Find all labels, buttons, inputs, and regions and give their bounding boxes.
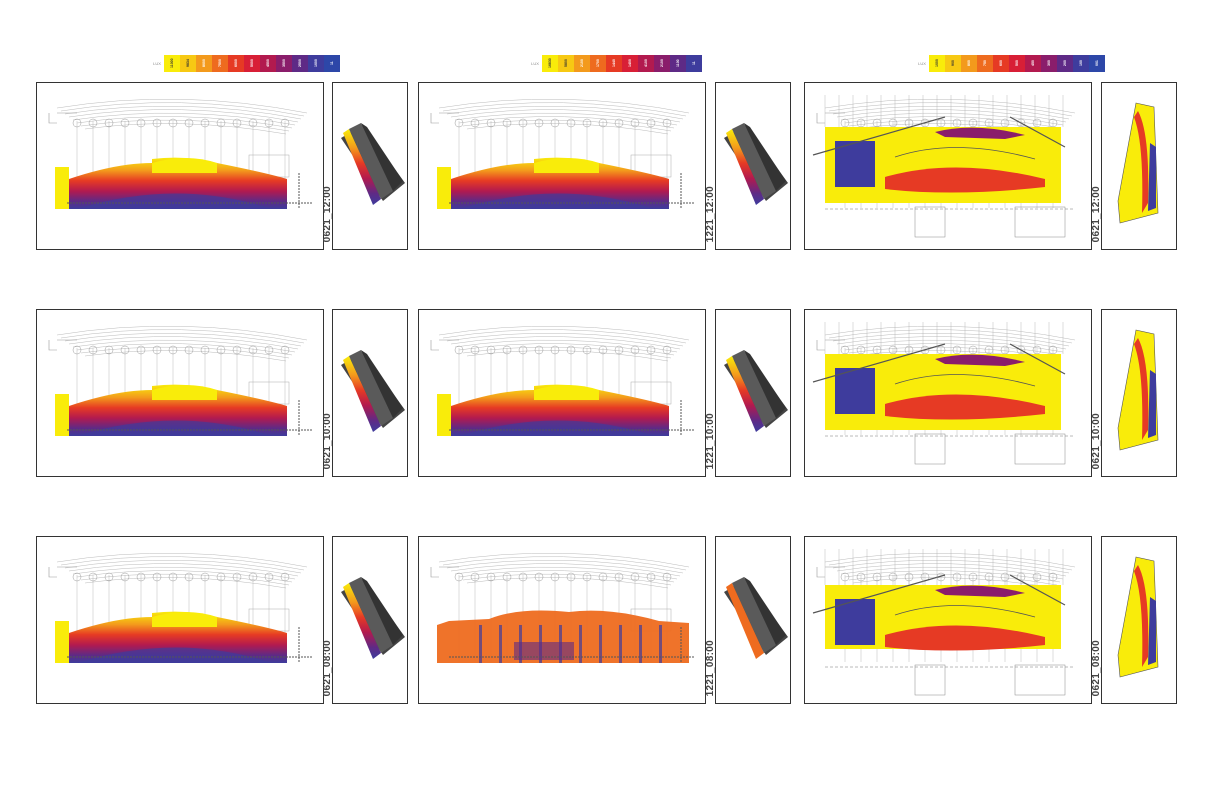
legend-swatches: 16830 5800 2100 1700 1440 1400 4100 2100 1100 11	[542, 55, 702, 72]
illuminance-plan	[36, 536, 324, 704]
legend-swatch: 2500	[292, 55, 308, 72]
legend-swatch: 1440	[606, 55, 622, 72]
illuminance-plan	[36, 82, 324, 250]
illuminance-plan	[418, 536, 706, 704]
building-axonometric	[715, 82, 791, 250]
legend-swatch: 16830	[542, 55, 558, 72]
legend-swatch: 300	[1041, 55, 1057, 72]
building-axonometric	[332, 82, 408, 250]
legend-swatch: 450	[1025, 55, 1041, 72]
legend-swatch: 2100	[574, 55, 590, 72]
legend-swatch: 4100	[638, 55, 654, 72]
building-axonometric	[1101, 536, 1177, 704]
illuminance-plan	[804, 309, 1092, 477]
legend-unit-label: LUX	[918, 61, 926, 66]
legend-swatch: 11	[686, 55, 702, 72]
legend-swatch: 750	[977, 55, 993, 72]
legend-unit-label: LUX	[153, 61, 161, 66]
legend-swatch: 11000	[164, 55, 180, 72]
building-axonometric	[715, 309, 791, 477]
legend-swatch: 9834	[180, 55, 196, 72]
legend-swatches: 1000 900 800 750 600 500 450 300 200 100 001	[929, 55, 1105, 72]
building-axonometric	[332, 309, 408, 477]
legend-swatch: 4500	[260, 55, 276, 72]
building-axonometric	[715, 536, 791, 704]
legend-swatch: 11	[324, 55, 340, 72]
legend-swatch: 5800	[558, 55, 574, 72]
building-axonometric	[332, 536, 408, 704]
legend-swatch: 900	[945, 55, 961, 72]
lux-legend-2: LUX 16830 5800 2100 1700 1440 1400 4100 2100 110…	[528, 55, 702, 72]
illuminance-plan	[804, 82, 1092, 250]
lux-legend-1: LUX 11000 9834 8000 7500 6000 5000 4500 3500 250…	[150, 55, 340, 72]
legend-swatch: 100	[1073, 55, 1089, 72]
legend-swatch: 1000	[308, 55, 324, 72]
legend-swatch: 500	[1009, 55, 1025, 72]
legend-swatch: 001	[1089, 55, 1105, 72]
legend-swatch: 800	[961, 55, 977, 72]
legend-swatch: 3500	[276, 55, 292, 72]
legend-swatch: 600	[993, 55, 1009, 72]
legend-swatch: 6000	[228, 55, 244, 72]
building-axonometric	[1101, 82, 1177, 250]
legend-swatch: 2100	[654, 55, 670, 72]
legend-unit-label: LUX	[531, 61, 539, 66]
illuminance-plan	[418, 82, 706, 250]
illuminance-plan	[418, 309, 706, 477]
legend-swatch: 8000	[196, 55, 212, 72]
legend-swatch: 5000	[244, 55, 260, 72]
building-axonometric	[1101, 309, 1177, 477]
lux-legend-3: LUX 1000 900 800 750 600 500 450 300 200 100 001	[915, 55, 1105, 72]
illuminance-plan	[804, 536, 1092, 704]
legend-swatches: 11000 9834 8000 7500 6000 5000 4500 3500 2500 100…	[164, 55, 340, 72]
legend-swatch: 7500	[212, 55, 228, 72]
legend-swatch: 1100	[670, 55, 686, 72]
illuminance-plan	[36, 309, 324, 477]
legend-swatch: 1700	[590, 55, 606, 72]
legend-swatch: 200	[1057, 55, 1073, 72]
legend-swatch: 1000	[929, 55, 945, 72]
legend-swatch: 1400	[622, 55, 638, 72]
